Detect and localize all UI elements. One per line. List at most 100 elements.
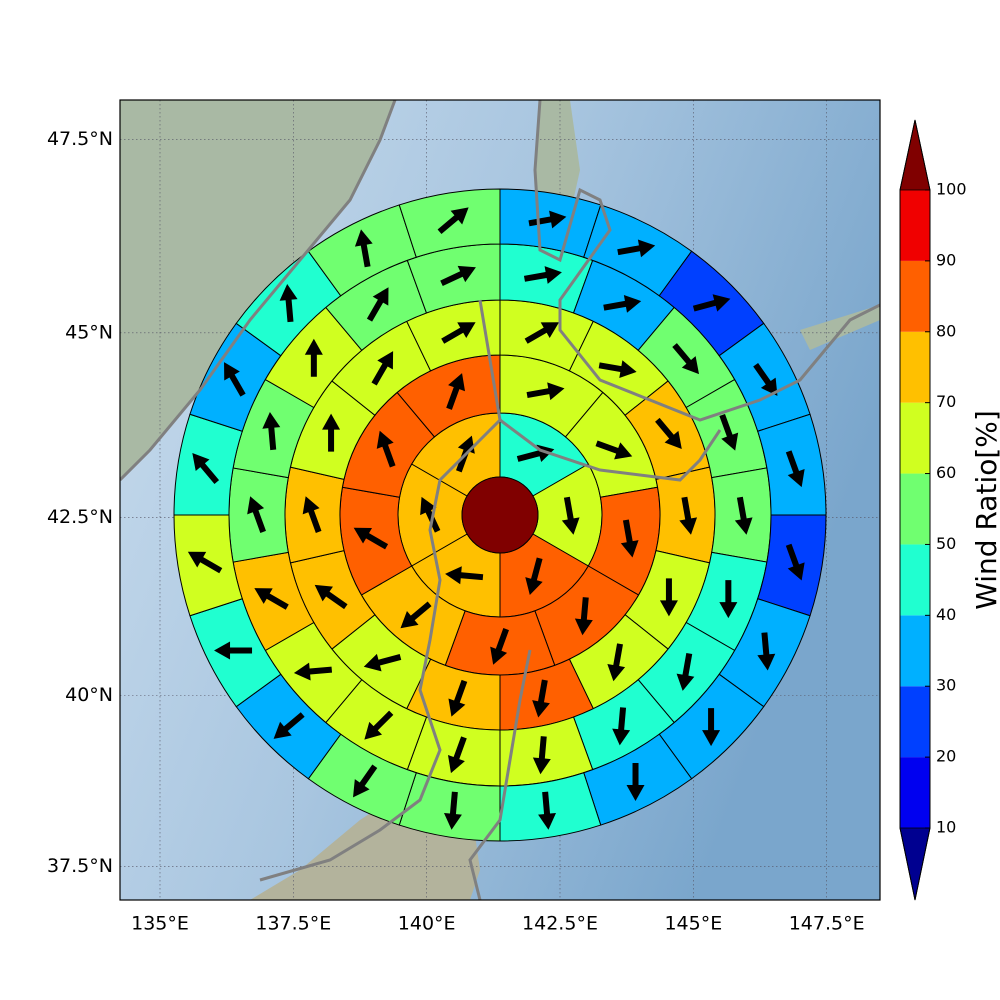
wind-arrow	[574, 597, 593, 636]
wind-arrow	[262, 411, 281, 451]
wind-arrow	[785, 450, 805, 488]
wind-arrow	[376, 430, 396, 468]
colorbar-label: Wind Ratio[%]	[970, 410, 1000, 610]
wind-arrow	[603, 294, 642, 313]
wind-arrow	[655, 417, 682, 449]
colorbar-tick-label: 20	[936, 747, 956, 766]
colorbar-segment	[900, 757, 930, 828]
y-tick-label: 42.5°N	[47, 506, 113, 528]
wind-arrow	[322, 413, 341, 452]
wind-arrow	[672, 343, 700, 375]
wind-arrow	[364, 710, 394, 740]
colorbar-segment	[900, 402, 930, 474]
sector-layer	[173, 188, 827, 842]
coastline	[533, 100, 880, 422]
wind-arrow	[302, 496, 322, 533]
wind-arrow	[254, 588, 289, 610]
wind-arrow	[192, 452, 220, 485]
x-tick-label: 145°E	[664, 913, 722, 935]
wind-arrow	[524, 322, 560, 344]
colorbar-tick-label: 30	[936, 676, 956, 695]
colorbar-tick-label: 40	[936, 605, 956, 624]
colorbar: 10 20 30 40 50 60 70 80 90 100	[899, 119, 967, 901]
wind-arrow	[353, 527, 389, 550]
x-tick-label: 142.5°E	[522, 913, 598, 935]
wind-arrow	[304, 338, 323, 377]
wind-arrow	[445, 566, 484, 585]
colorbar-tick-label: 80	[936, 321, 956, 340]
wind-arrow	[734, 496, 753, 535]
y-tick-label: 40°N	[65, 684, 113, 706]
center-disc	[461, 476, 539, 554]
x-tick-label: 147.5°E	[789, 913, 865, 935]
coastline	[468, 649, 532, 900]
wind-arrow	[440, 265, 476, 287]
wind-arrow	[617, 239, 656, 258]
x-tick-label: 135°E	[131, 913, 189, 935]
wind-arrow	[532, 736, 551, 775]
colorbar-segment	[900, 260, 930, 332]
wind-arrow	[443, 791, 462, 830]
wind-arrow	[516, 444, 555, 463]
land-mainland	[120, 100, 395, 480]
x-tick-label: 140°E	[398, 913, 456, 935]
wind-arrow	[525, 557, 543, 595]
x-tick-label: 137.5°E	[255, 913, 331, 935]
coastline	[120, 100, 397, 482]
wind-arrow	[293, 662, 333, 681]
wind-arrow	[626, 762, 645, 801]
colorbar-over	[899, 119, 931, 191]
wind-arrow	[719, 580, 738, 619]
wind-arrow	[214, 641, 253, 660]
colorbar-segment	[900, 686, 930, 758]
coastline	[499, 418, 722, 482]
wind-arrow	[612, 707, 631, 746]
colorbar-segment	[900, 544, 930, 616]
axis-labels: 135°E 137.5°E 140°E 142.5°E 145°E 147.5°E 37.5…	[47, 128, 865, 934]
colorbar-tick-label: 100	[936, 180, 967, 199]
colorbar-segment	[900, 331, 930, 403]
coastlines	[120, 100, 880, 900]
wind-arrow	[719, 413, 739, 451]
coastline	[259, 299, 502, 882]
wind-arrow	[447, 736, 467, 774]
wind-arrow	[532, 679, 550, 718]
wind-arrow	[490, 628, 509, 665]
colorbar-segment	[900, 190, 930, 261]
wind-arrow	[247, 496, 266, 533]
colorbar-tick-label: 60	[936, 463, 956, 482]
map-frame	[119, 99, 881, 901]
wind-arrow	[441, 322, 476, 344]
wind-arrow	[526, 382, 565, 401]
wind-arrow	[354, 229, 373, 268]
wind-arrow	[561, 496, 580, 535]
wind-arrow	[785, 543, 805, 581]
wind-arrow	[523, 266, 562, 284]
colorbar-tick-label: 10	[936, 818, 956, 837]
colorbar-tick-label: 50	[936, 534, 956, 553]
wind-arrow	[420, 496, 441, 533]
wind-arrow	[692, 294, 731, 312]
wind-arrow	[538, 791, 557, 830]
wind-arrow	[366, 287, 389, 322]
wind-arrow	[607, 643, 626, 682]
wind-arrow	[363, 653, 402, 672]
wind-arrow	[702, 708, 721, 747]
wind-arrow	[314, 584, 348, 610]
wind-arrow	[679, 496, 698, 535]
wind-arrow	[273, 712, 305, 739]
colorbar-tick-label: 70	[936, 392, 956, 411]
colorbar-tick-label: 90	[936, 250, 956, 269]
wind-arrow	[446, 373, 466, 410]
wind-arrow	[371, 351, 394, 386]
wind-arrow	[620, 519, 639, 558]
wind-arrow	[353, 764, 378, 798]
wind-arrow	[224, 362, 246, 397]
y-tick-label: 47.5°N	[47, 128, 113, 150]
y-tick-label: 37.5°N	[47, 855, 113, 877]
colorbar-segment	[900, 473, 930, 545]
wind-arrow	[279, 284, 298, 323]
y-tick-label: 45°N	[65, 321, 113, 343]
